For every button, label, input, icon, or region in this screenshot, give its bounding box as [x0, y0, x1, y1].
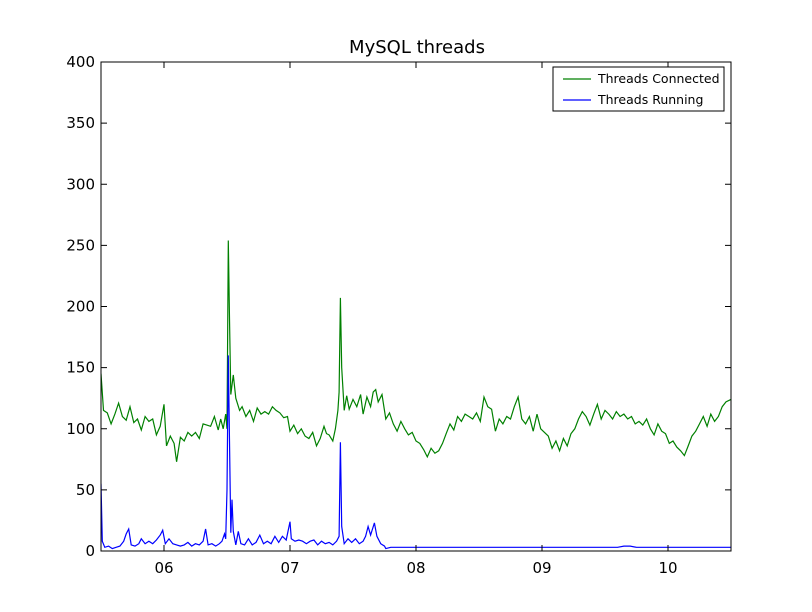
series-line-threads-connected: [101, 240, 731, 462]
y-tick-label: 200: [66, 298, 95, 316]
legend: Threads Connected Threads Running: [552, 66, 725, 112]
x-tick-label: 06: [154, 559, 173, 577]
legend-box: [552, 66, 725, 112]
y-tick-label: 100: [66, 420, 95, 438]
y-tick-label: 50: [76, 481, 95, 499]
y-tick-label: 0: [85, 542, 95, 560]
legend-label: Threads Connected: [597, 71, 720, 86]
y-tick-label: 150: [66, 359, 95, 377]
chart-title: MySQL threads: [349, 37, 485, 58]
x-tick-label: 07: [280, 559, 299, 577]
axes: 0 50 100 150 200 250 300 350 400 06 07 08 09 10: [66, 53, 732, 577]
y-tick-label: 400: [66, 53, 95, 71]
series-line-threads-running: [101, 355, 731, 550]
y-tick-label: 350: [66, 114, 95, 132]
x-tick-label: 09: [532, 559, 551, 577]
x-tick-label: 08: [406, 559, 425, 577]
y-tick-label: 250: [66, 236, 95, 254]
x-tick-label: 10: [658, 559, 677, 577]
y-tick-label: 300: [66, 175, 95, 193]
legend-label: Threads Running: [597, 92, 703, 107]
plot-area: [101, 240, 731, 550]
